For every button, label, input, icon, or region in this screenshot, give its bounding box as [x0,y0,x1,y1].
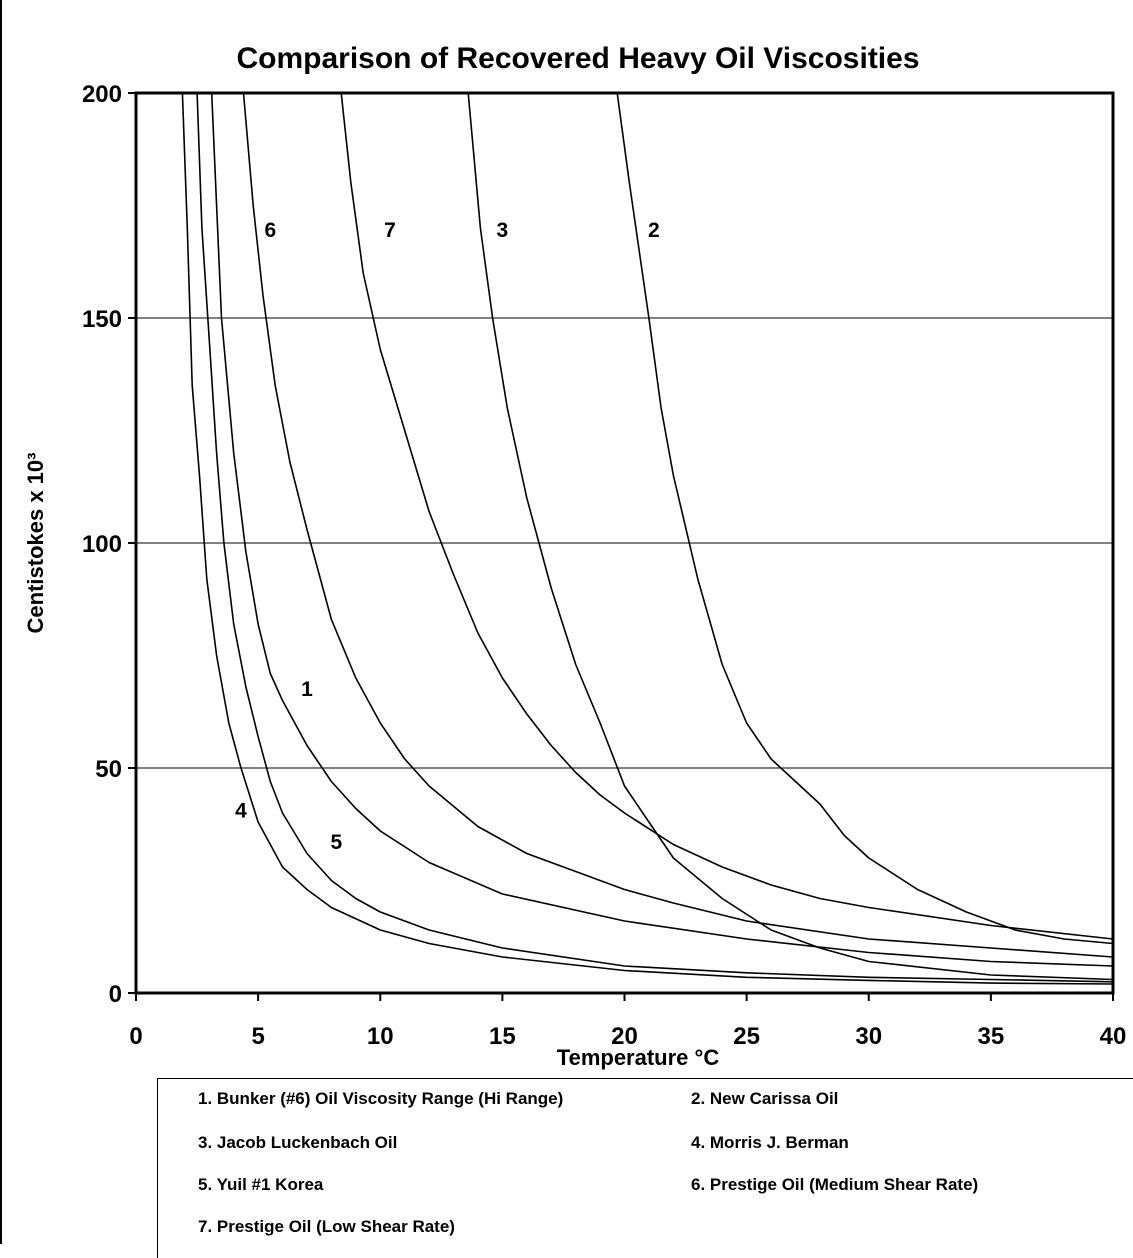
legend-entry-6: 6. Prestige Oil (Medium Shear Rate) [691,1175,979,1194]
series-line-4 [181,92,1114,985]
series-line-2 [616,92,1114,945]
legend-entry-2: 2. New Carissa Oil [691,1089,839,1108]
legend: 1. Bunker (#6) Oil Viscosity Range (Hi R… [157,1078,1133,1258]
x-tick-label-20: 20 [611,1023,638,1050]
x-tick-label-15: 15 [489,1023,516,1050]
curve-marker-7: 7 [384,219,396,242]
x-axis-label: Temperature °C [557,1045,720,1070]
x-tick-label-40: 40 [1100,1023,1127,1050]
marker-layer: 6 7 3 2 1 4 5 [235,219,659,854]
y-axis-label: Centistokes x 10³ [23,453,48,634]
curve-marker-2: 2 [648,219,660,242]
curve-marker-3: 3 [497,219,509,242]
legend-entry-7: 7. Prestige Oil (Low Shear Rate) [198,1217,455,1236]
curve-marker-4: 4 [235,800,247,823]
series-line-3 [467,92,1114,981]
x-tick-label-0: 0 [129,1023,142,1050]
x-tick-label-35: 35 [978,1023,1005,1050]
y-tick-label-0: 0 [109,981,122,1008]
x-tick-label-25: 25 [733,1023,760,1050]
series-line-6 [242,92,1114,958]
legend-entry-3: 3. Jacob Luckenbach Oil [198,1133,398,1152]
series-layer [181,92,1114,985]
curve-marker-5: 5 [330,831,342,854]
curve-marker-1: 1 [301,678,313,701]
legend-entry-4: 4. Morris J. Berman [691,1133,849,1152]
series-line-5 [196,92,1114,983]
x-tick-label-10: 10 [367,1023,394,1050]
series-line-1 [210,92,1114,967]
series-line-7 [340,92,1114,940]
y-tick-label-50: 50 [95,756,122,783]
y-tick-label-200: 200 [82,81,122,108]
grid-layer [136,317,1113,769]
x-tick-label-5: 5 [251,1023,264,1050]
legend-entry-5: 5. Yuil #1 Korea [198,1175,324,1194]
y-tick-label-100: 100 [82,531,122,558]
chart-title: Comparison of Recovered Heavy Oil Viscos… [236,42,919,75]
legend-entry-1: 1. Bunker (#6) Oil Viscosity Range (Hi R… [198,1089,564,1108]
curve-marker-6: 6 [264,219,276,242]
x-tick-label-30: 30 [855,1023,882,1050]
y-tick-label-150: 150 [82,306,122,333]
